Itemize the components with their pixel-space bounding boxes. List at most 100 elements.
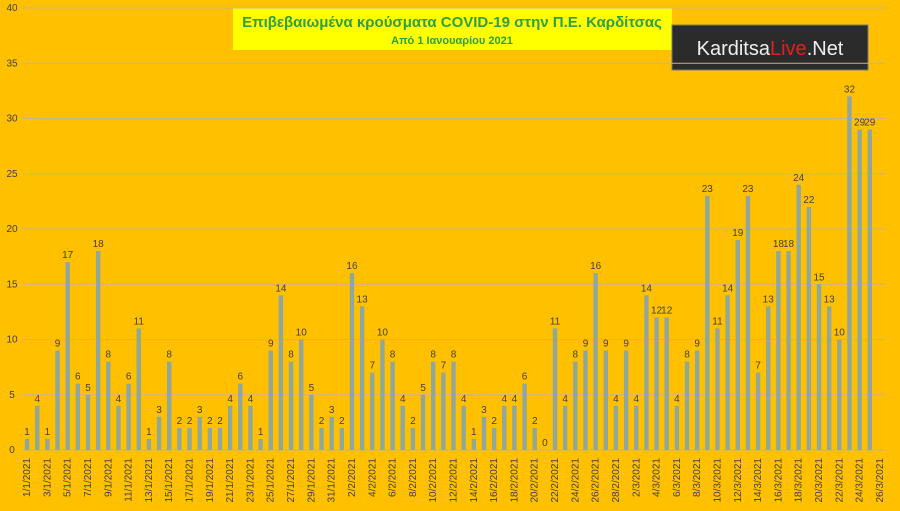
bar xyxy=(847,96,852,451)
x-tick-label: 31/1/2021 xyxy=(327,458,338,503)
data-label: 8 xyxy=(451,350,457,361)
x-tick-label: 18/2/2021 xyxy=(509,458,520,503)
data-label: 2 xyxy=(491,416,497,427)
x-tick-label: 19/1/2021 xyxy=(205,458,216,503)
bar xyxy=(725,295,730,450)
bar xyxy=(786,251,791,450)
bar xyxy=(35,405,40,450)
data-label: 14 xyxy=(275,283,287,294)
data-label: 4 xyxy=(512,394,518,405)
bar xyxy=(116,405,121,450)
data-label: 14 xyxy=(641,283,653,294)
bar xyxy=(24,438,30,450)
x-tick-label: 5/1/2021 xyxy=(63,458,74,497)
bar xyxy=(359,306,365,450)
data-label: 2 xyxy=(319,416,325,427)
data-label: 9 xyxy=(268,339,274,350)
bar xyxy=(634,405,639,450)
data-label: 15 xyxy=(813,272,825,283)
data-label: 6 xyxy=(75,372,81,383)
x-tick-label: 26/2/2021 xyxy=(591,458,602,503)
data-label: 12 xyxy=(661,305,673,316)
bar xyxy=(715,328,720,450)
data-label: 18 xyxy=(783,239,795,250)
logo-part: Karditsa xyxy=(697,38,771,60)
data-label: 6 xyxy=(238,372,244,383)
data-label: 4 xyxy=(613,394,619,405)
data-label: 10 xyxy=(834,328,846,339)
logo: KarditsaLive.Net xyxy=(697,38,844,60)
x-tick-label: 20/3/2021 xyxy=(814,458,825,503)
data-label: 8 xyxy=(430,350,436,361)
bar xyxy=(299,339,304,450)
x-tick-label: 15/1/2021 xyxy=(164,458,175,503)
x-tick-label: 16/3/2021 xyxy=(773,458,784,503)
data-label: 29 xyxy=(864,118,876,129)
data-label: 11 xyxy=(550,316,561,327)
data-label: 4 xyxy=(501,394,507,405)
bar xyxy=(745,195,751,450)
bar xyxy=(268,350,273,450)
data-label: 16 xyxy=(590,261,602,272)
logo-part: .Net xyxy=(807,38,844,60)
data-label: 8 xyxy=(166,350,172,361)
x-tick-label: 22/3/2021 xyxy=(834,458,845,503)
data-label: 9 xyxy=(623,339,629,350)
data-label: 2 xyxy=(410,416,416,427)
bar xyxy=(684,361,690,450)
bar xyxy=(603,350,608,450)
bar xyxy=(654,317,659,450)
data-label: 14 xyxy=(722,283,734,294)
data-label: 9 xyxy=(55,339,61,350)
data-label: 2 xyxy=(532,416,538,427)
bar xyxy=(329,416,334,450)
x-tick-label: 8/3/2021 xyxy=(692,458,703,497)
bar xyxy=(146,438,152,450)
data-label: 0 xyxy=(542,438,548,449)
bar xyxy=(55,350,60,450)
x-tick-label: 12/2/2021 xyxy=(449,458,460,503)
x-tick-label: 1/1/2021 xyxy=(22,458,33,497)
bar xyxy=(705,195,710,450)
bar xyxy=(258,438,263,450)
data-label: 2 xyxy=(187,416,193,427)
data-label: 4 xyxy=(227,394,233,405)
bar xyxy=(573,361,578,450)
x-tick-label: 24/3/2021 xyxy=(855,458,866,503)
data-label: 2 xyxy=(339,416,345,427)
bar xyxy=(867,129,872,451)
data-label: 4 xyxy=(248,394,254,405)
bar xyxy=(380,339,385,450)
bar xyxy=(471,438,477,450)
bar xyxy=(806,206,812,450)
bar xyxy=(451,361,456,450)
bar xyxy=(512,405,517,450)
x-tick-label: 14/2/2021 xyxy=(469,458,480,503)
data-label: 3 xyxy=(197,405,203,416)
x-tick-label: 6/2/2021 xyxy=(388,458,399,497)
x-tick-label: 9/1/2021 xyxy=(103,458,114,497)
bar xyxy=(95,251,101,450)
x-tick-label: 10/3/2021 xyxy=(712,458,723,503)
data-label: 18 xyxy=(773,239,785,250)
data-label: 1 xyxy=(471,427,477,438)
data-label: 2 xyxy=(217,416,223,427)
data-label: 32 xyxy=(844,84,856,95)
bar xyxy=(837,339,842,450)
bar xyxy=(227,405,233,450)
bar xyxy=(207,427,213,450)
data-label: 8 xyxy=(684,350,690,361)
bar xyxy=(349,273,355,450)
data-label: 2 xyxy=(207,416,213,427)
bar xyxy=(694,350,700,450)
data-label: 4 xyxy=(562,394,568,405)
bar xyxy=(593,273,598,450)
bar xyxy=(613,405,619,450)
x-tick-label: 20/2/2021 xyxy=(530,458,541,503)
bar xyxy=(126,383,131,450)
bar xyxy=(319,427,324,450)
bar xyxy=(755,372,761,450)
data-label: 4 xyxy=(461,394,467,405)
bar xyxy=(370,372,375,450)
bar xyxy=(766,306,771,450)
